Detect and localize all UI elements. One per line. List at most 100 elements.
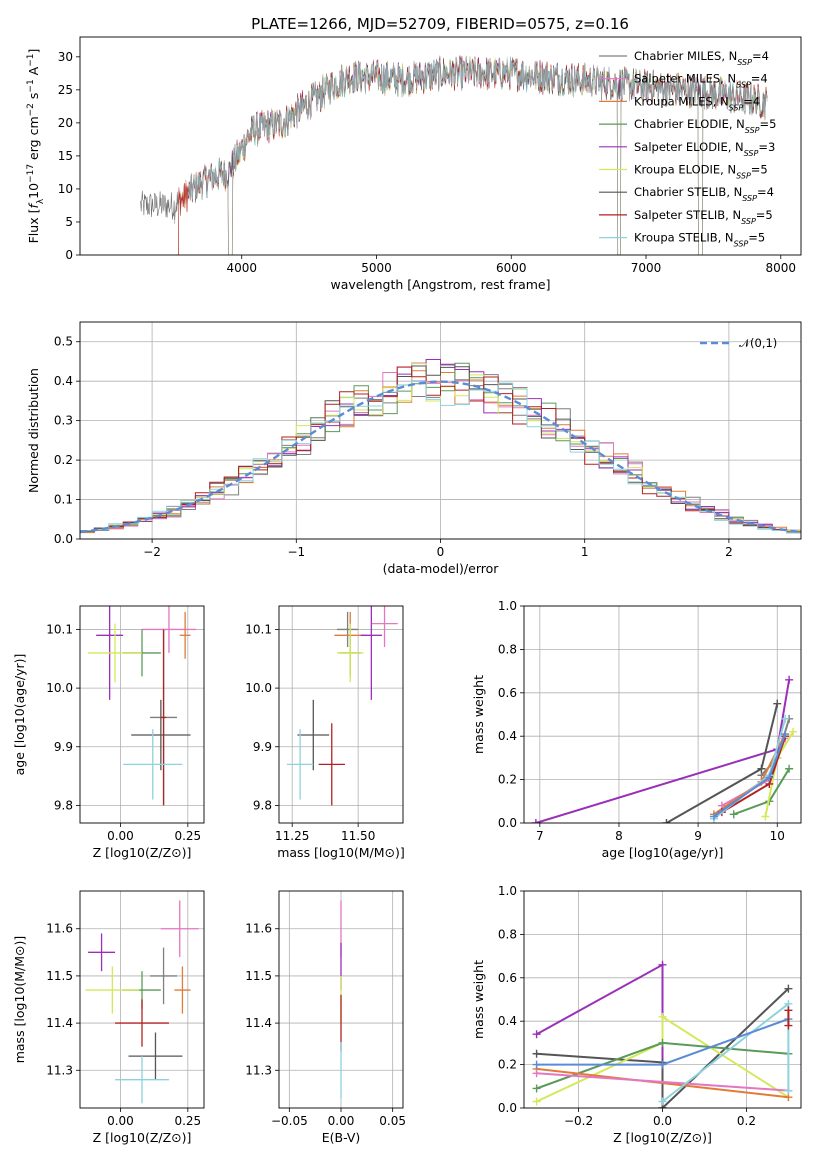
- legend-value: =4: [757, 185, 774, 199]
- x-tick-label: 0.25: [174, 1114, 201, 1128]
- y-tick-label: 0.6: [498, 686, 517, 700]
- x-tick-label: 0.2: [737, 1114, 756, 1128]
- plot-area: [80, 359, 801, 534]
- x-tick-label: −1: [287, 545, 305, 559]
- axes-frame: [79, 321, 802, 540]
- spectrum-panel: 4000 5000 6000 7000 8000 0 5 10 15 20 25 30 waveleng…: [26, 36, 802, 292]
- legend-value: =5: [756, 208, 773, 222]
- errorbar-point: [88, 623, 142, 683]
- errorbar-point: [297, 699, 330, 771]
- y-label-part: −2: [26, 103, 36, 116]
- errorbar-point: [123, 729, 183, 800]
- series-marker: [781, 730, 790, 739]
- x-tick-label: 1: [581, 545, 589, 559]
- legend-subscript: SSP: [736, 80, 751, 89]
- y-tick-label: 0.4: [498, 729, 517, 743]
- legend-entry: Chabrier ELODIE, NSSP=5: [634, 117, 776, 135]
- x-tick-label: 0.00: [328, 1114, 355, 1128]
- y-label-part: −1: [26, 79, 36, 92]
- series-line: [536, 1067, 789, 1099]
- errorbar-point: [337, 611, 359, 648]
- series-line: [721, 738, 787, 807]
- legend-subscript: SSP: [745, 126, 760, 135]
- y-tick-label: 1.0: [498, 599, 517, 613]
- y-label-part: 10: [26, 183, 41, 199]
- series-marker: [784, 984, 793, 993]
- weight-series: [784, 1006, 793, 1030]
- series-marker: [532, 1084, 541, 1093]
- x-tick-label: 11.25: [275, 829, 309, 843]
- y-tick-label: 11.5: [245, 969, 272, 983]
- x-tick-label: 6000: [496, 261, 527, 275]
- errorbar-point: [115, 999, 169, 1047]
- y-tick-label: 0.6: [498, 971, 517, 985]
- errorbar-point: [88, 933, 116, 972]
- legend-value: =3: [758, 140, 775, 154]
- series-marker: [658, 1060, 667, 1069]
- series-marker: [761, 812, 770, 821]
- y-tick-label: 10.1: [46, 622, 73, 636]
- plot-area: [531, 675, 798, 823]
- age-vs-metallicity-panel: 0.00 0.25 9.8 9.9 10.0 10.1 Z [log10(Z/Z⊙)] age…: [12, 605, 205, 860]
- y-tick-label: 1.0: [498, 884, 517, 898]
- series-marker: [709, 812, 718, 821]
- y-tick-label: 10.1: [245, 622, 272, 636]
- y-tick-label: 0: [65, 248, 73, 262]
- y-label-part: Flux [: [26, 209, 41, 244]
- x-axis-label: E(B-V): [322, 1130, 361, 1145]
- legend-entry: Salpeter ELODIE, NSSP=3: [634, 140, 775, 158]
- y-tick-label: 10.0: [245, 681, 272, 695]
- series-marker: [532, 1060, 541, 1069]
- y-tick-label: 9.8: [253, 798, 272, 812]
- y-label-part: ]: [26, 49, 41, 54]
- y-tick-label: 0.3: [54, 414, 73, 428]
- legend-value: =4: [751, 72, 768, 86]
- axes-frame: [523, 605, 802, 824]
- errorbar-point: [131, 699, 191, 771]
- legend-entry: Kroupa ELODIE, NSSP=5: [634, 163, 768, 181]
- legend-value: =4: [743, 94, 760, 108]
- x-axis-label: Z [log10(Z/Z⊙)]: [93, 845, 192, 860]
- y-tick-label: 0.2: [498, 1058, 517, 1072]
- series-marker: [784, 1006, 793, 1015]
- errorbar-point: [286, 729, 314, 800]
- x-axis-label: Z [log10(Z/Z⊙)]: [613, 1130, 712, 1145]
- series-marker: [785, 764, 794, 773]
- x-axis-label: wavelength [Angstrom, rest frame]: [330, 277, 550, 292]
- series-marker: [785, 675, 794, 684]
- y-tick-label: 0.2: [54, 453, 73, 467]
- y-label-part: f: [26, 203, 41, 209]
- legend-subscript: SSP: [736, 171, 751, 180]
- y-tick-label: 0.4: [498, 1014, 517, 1028]
- x-tick-label: 0: [437, 545, 445, 559]
- y-tick-label: 0.5: [54, 335, 73, 349]
- weight-vs-age-panel: 7 8 9 10 0.0 0.2 0.4 0.6 0.8 1.0 age [log10(age/yr…: [471, 599, 802, 860]
- legend-subscript: SSP: [737, 58, 752, 67]
- plot-area: [286, 606, 398, 806]
- y-tick-label: 11.4: [245, 1016, 272, 1030]
- y-tick-label: 11.3: [245, 1063, 272, 1077]
- mass-vs-metallicity-panel: 0.00 0.25 11.3 11.4 11.5 11.6 Z [log10(Z/Z⊙)] m…: [12, 890, 205, 1145]
- age-vs-mass-panel: 11.25 11.50 9.8 9.9 10.0 10.1 mass [log10(M/M⊙…: [245, 605, 405, 860]
- y-axis-label: mass weight: [471, 960, 486, 1039]
- y-label-part: λ: [36, 198, 46, 204]
- errorbar-point: [371, 606, 398, 648]
- x-tick-label: 0.05: [379, 1114, 406, 1128]
- errorbar-point: [174, 966, 191, 1014]
- x-tick-label: 4000: [226, 261, 257, 275]
- y-tick-label: 11.6: [46, 922, 73, 936]
- plot-area: [88, 606, 196, 806]
- axes-frame: [523, 890, 802, 1109]
- legend-subscript: SSP: [742, 194, 757, 203]
- y-tick-label: 0.8: [498, 927, 517, 941]
- series-marker: [532, 1030, 541, 1039]
- y-tick-label: 9.9: [54, 740, 73, 754]
- legend-subscript: SSP: [734, 239, 749, 248]
- series-marker: [789, 727, 798, 736]
- axes-frame: [79, 605, 205, 824]
- x-tick-label: 8000: [766, 261, 797, 275]
- spectrum-legend: Chabrier MILES, NSSP=4 Salpeter MILES, NS…: [599, 49, 776, 248]
- weight-series: [532, 960, 667, 1108]
- y-axis-label: Normed distribution: [26, 368, 41, 493]
